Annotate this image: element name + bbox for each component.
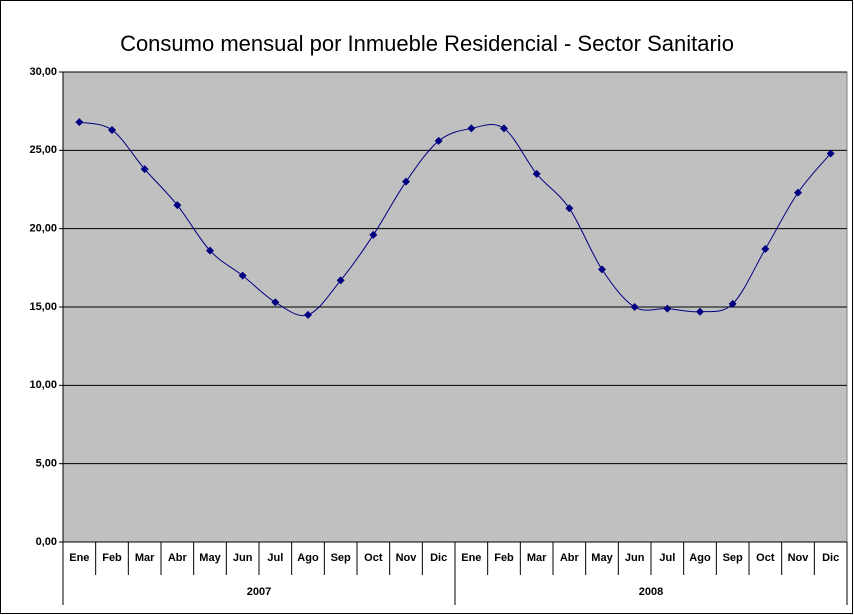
y-tick-label: 0,00: [36, 536, 57, 548]
chart-title: Consumo mensual por Inmueble Residencial…: [120, 31, 734, 56]
x-tick-label: Oct: [756, 552, 775, 564]
y-tick-label: 25,00: [29, 144, 57, 156]
group-label: 2008: [639, 586, 663, 598]
data-point: [532, 169, 541, 178]
x-tick-label: Feb: [494, 552, 514, 564]
x-tick-label: Nov: [788, 552, 810, 564]
y-tick-label: 20,00: [29, 223, 57, 235]
y-tick-label: 10,00: [29, 379, 57, 391]
data-point: [434, 136, 443, 145]
x-tick-label: Nov: [396, 552, 418, 564]
x-tick-label: Ene: [461, 552, 481, 564]
data-point: [304, 310, 312, 319]
x-tick-label: Jul: [659, 552, 675, 564]
data-point: [728, 299, 737, 308]
x-tick-label: Sep: [331, 552, 351, 564]
data-point: [336, 276, 345, 285]
x-tick-label: Mar: [135, 552, 155, 564]
x-tick-label: Ene: [69, 552, 89, 564]
data-point: [761, 245, 770, 254]
x-tick-label: Feb: [102, 552, 122, 564]
data-point: [402, 177, 410, 186]
data-point: [696, 307, 704, 316]
y-tick-label: 15,00: [29, 301, 57, 313]
data-point: [826, 149, 835, 158]
x-tick-label: May: [199, 552, 221, 564]
x-tick-label: Ago: [689, 552, 711, 564]
data-point: [500, 124, 508, 133]
data-point: [565, 204, 574, 213]
data-point: [206, 246, 214, 255]
x-tick-label: Dic: [430, 552, 447, 564]
x-tick-label: Abr: [560, 552, 580, 564]
x-tick-label: Ago: [297, 552, 319, 564]
y-tick-label: 5,00: [36, 458, 57, 470]
x-tick-label: Abr: [168, 552, 188, 564]
y-tick-label: 30,00: [29, 66, 57, 78]
x-tick-label: Dic: [822, 552, 839, 564]
data-point: [140, 165, 149, 174]
data-point: [108, 125, 116, 134]
data-point: [467, 124, 476, 133]
data-point: [630, 303, 639, 311]
x-tick-label: Jun: [233, 552, 253, 564]
data-point: [271, 298, 280, 307]
x-tick-label: May: [591, 552, 613, 564]
data-point: [369, 230, 378, 239]
data-point: [794, 188, 802, 197]
data-point: [173, 201, 182, 210]
x-tick-label: Jun: [625, 552, 645, 564]
data-point: [238, 271, 247, 280]
x-tick-label: Oct: [364, 552, 383, 564]
data-point: [598, 265, 606, 274]
data-point: [75, 118, 84, 127]
x-tick-label: Sep: [723, 552, 743, 564]
data-point: [663, 304, 672, 313]
group-label: 2007: [247, 586, 271, 598]
x-tick-label: Mar: [527, 552, 547, 564]
x-tick-label: Jul: [267, 552, 283, 564]
